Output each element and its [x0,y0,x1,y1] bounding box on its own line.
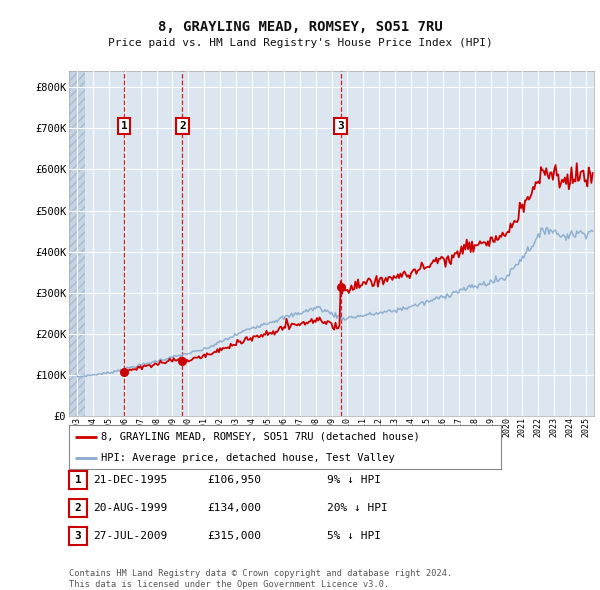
Text: £106,950: £106,950 [207,475,261,484]
Text: This data is licensed under the Open Government Licence v3.0.: This data is licensed under the Open Gov… [69,579,389,589]
Text: 8, GRAYLING MEAD, ROMSEY, SO51 7RU: 8, GRAYLING MEAD, ROMSEY, SO51 7RU [158,19,442,34]
Text: 27-JUL-2009: 27-JUL-2009 [93,532,167,541]
Text: HPI: Average price, detached house, Test Valley: HPI: Average price, detached house, Test… [101,453,395,463]
Text: 20-AUG-1999: 20-AUG-1999 [93,503,167,513]
Text: £315,000: £315,000 [207,532,261,541]
Text: 1: 1 [121,121,128,131]
Text: 3: 3 [74,532,82,541]
Text: 21-DEC-1995: 21-DEC-1995 [93,475,167,484]
Bar [69,71,85,416]
Text: 2: 2 [179,121,186,131]
Text: 9% ↓ HPI: 9% ↓ HPI [327,475,381,484]
Text: 3: 3 [337,121,344,131]
Text: 20% ↓ HPI: 20% ↓ HPI [327,503,388,513]
Text: 1: 1 [74,475,82,484]
Text: 5% ↓ HPI: 5% ↓ HPI [327,532,381,541]
Text: 8, GRAYLING MEAD, ROMSEY, SO51 7RU (detached house): 8, GRAYLING MEAD, ROMSEY, SO51 7RU (deta… [101,432,420,442]
Text: Price paid vs. HM Land Registry's House Price Index (HPI): Price paid vs. HM Land Registry's House … [107,38,493,48]
Text: 2: 2 [74,503,82,513]
Text: £134,000: £134,000 [207,503,261,513]
Text: Contains HM Land Registry data © Crown copyright and database right 2024.: Contains HM Land Registry data © Crown c… [69,569,452,578]
